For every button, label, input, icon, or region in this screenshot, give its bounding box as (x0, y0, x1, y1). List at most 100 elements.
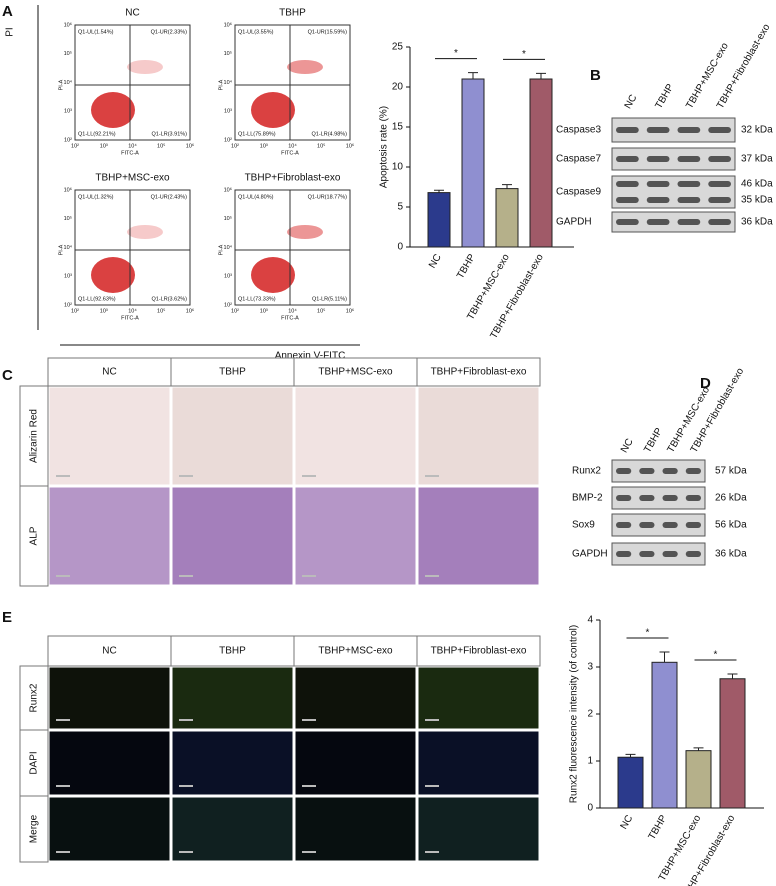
x-tick-label: 10² (231, 143, 239, 149)
plot-title: NC (125, 8, 139, 19)
x-tick-label: 10² (71, 143, 79, 149)
y-tick-label: 10² (224, 302, 232, 308)
band (662, 468, 678, 474)
y-tick-label: 10⁶ (64, 21, 72, 28)
band (677, 219, 701, 225)
band (616, 127, 639, 133)
header-cell (293, 635, 418, 667)
panel-label: C (2, 367, 13, 384)
x-tick-label: NC (619, 813, 636, 831)
y-axis-label: Apoptosis rate (%) (379, 106, 390, 188)
y-tick-label: 1 (587, 756, 593, 767)
column-label: TBHP+MSC-exo (318, 367, 393, 378)
quadrant-label: Q1-UR(18.77%) (308, 194, 348, 200)
band (639, 468, 655, 474)
error-bar (434, 189, 444, 193)
size-label: 57 kDa (715, 466, 747, 477)
quadrant-label: Q1-UL(1.32%) (78, 194, 114, 200)
bar (617, 756, 644, 809)
band (616, 468, 632, 474)
y-tick-label: 2 (587, 709, 593, 720)
bar (495, 188, 519, 248)
x-axis-label: FITC-A (121, 315, 139, 321)
cell-cloud (127, 60, 163, 74)
size-label: 37 kDa (741, 154, 773, 165)
plot-title: TBHP (279, 8, 306, 19)
x-axis-label: FITC-A (121, 150, 139, 156)
micrograph (417, 666, 540, 730)
quadrant-label: Q1-LL(75.89%) (238, 131, 276, 137)
band (616, 495, 632, 501)
protein-label: BMP-2 (572, 493, 603, 504)
quadrant-label: Q1-LR(3.91%) (152, 131, 188, 137)
y-tick-label: 10⁴ (64, 79, 73, 86)
y-tick-label: 0 (397, 242, 403, 253)
y-tick-label: 10⁵ (224, 50, 232, 57)
micrograph (417, 386, 540, 486)
y-axis-label: Runx2 fluorescence intensity (of control… (569, 625, 580, 803)
header-cell (170, 357, 295, 387)
y-tick-label: 10⁵ (64, 50, 72, 57)
significance-label: * (522, 49, 526, 60)
header-cell (416, 357, 541, 387)
y-axis-label: PI-A (218, 79, 224, 90)
error-bar (693, 747, 704, 751)
quadrant-label: Q1-LR(3.62%) (152, 296, 188, 302)
panel-label: B (590, 67, 601, 84)
x-tick-label: TBHP (647, 813, 670, 842)
bar (651, 661, 678, 809)
protein-label: Sox9 (572, 520, 595, 531)
protein-label: GAPDH (572, 549, 608, 560)
quadrant-label: Q1-UR(2.43%) (151, 194, 188, 200)
band (616, 522, 632, 528)
x-tick-label: 10⁵ (317, 142, 325, 149)
band (685, 522, 701, 528)
cell-cloud (127, 225, 163, 239)
row-label: ALP (29, 526, 40, 545)
blot (611, 211, 736, 233)
protein-label: Caspase9 (556, 187, 601, 198)
micrograph (48, 796, 171, 862)
protein-label: Caspase3 (556, 125, 601, 136)
y-tick-label: 10⁶ (224, 186, 232, 193)
size-label: 46 kDa (741, 179, 773, 190)
row-label: Runx2 (29, 683, 40, 712)
error-bar (502, 184, 512, 189)
band (639, 522, 655, 528)
band (677, 156, 701, 162)
row-header (19, 385, 49, 487)
y-tick-label: 10² (64, 137, 72, 143)
y-tick-label: 20 (392, 82, 404, 93)
band (662, 522, 678, 528)
row-label: Merge (29, 814, 40, 843)
band (616, 156, 639, 162)
micrograph (171, 730, 294, 796)
micrograph (48, 666, 171, 730)
micrograph (48, 386, 171, 486)
error-bar (727, 673, 738, 679)
flow-x-title: Annexin V-FITC (275, 351, 346, 362)
lane-label: NC (619, 437, 636, 455)
significance-label: * (714, 650, 718, 661)
quadrant-label: Q1-UL(1.54%) (78, 29, 114, 35)
plot-title: TBHP+Fibroblast-exo (245, 173, 341, 184)
band (677, 127, 701, 133)
micrograph (294, 796, 417, 862)
quadrant-label: Q1-UR(15.59%) (308, 29, 348, 35)
cell-cloud (91, 257, 135, 293)
bar (427, 192, 451, 248)
quadrant-label: Q1-LL(92.21%) (78, 131, 116, 137)
y-tick-label: 10² (224, 137, 232, 143)
x-tick-label: 10⁵ (317, 307, 325, 314)
y-tick-label: 10³ (64, 274, 72, 280)
band (708, 181, 731, 187)
band (639, 551, 655, 557)
y-tick-label: 10⁴ (224, 244, 233, 251)
significance-label: * (454, 48, 458, 59)
band (677, 197, 701, 203)
band (616, 219, 639, 225)
band (639, 495, 655, 501)
row-header (19, 485, 49, 587)
blot (611, 459, 706, 483)
